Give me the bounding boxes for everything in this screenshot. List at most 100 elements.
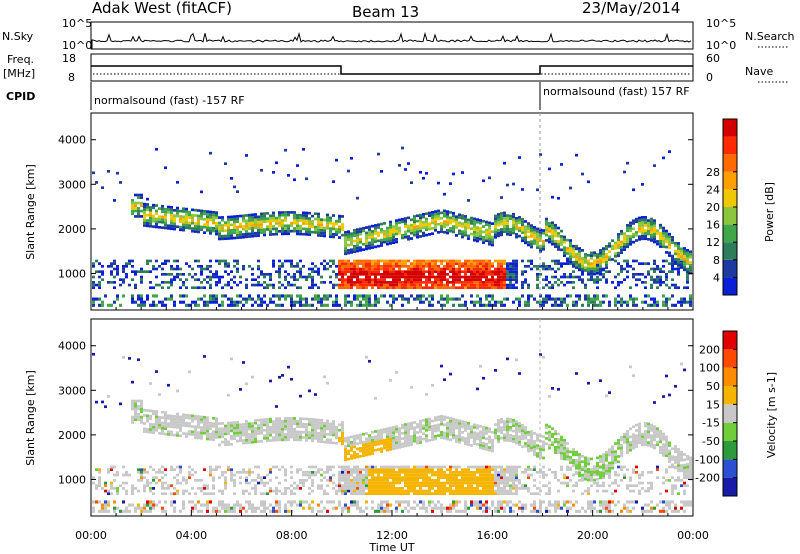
data-cell bbox=[599, 259, 602, 263]
data-cell bbox=[314, 393, 317, 396]
data-cell bbox=[404, 262, 407, 265]
data-cell bbox=[233, 259, 236, 263]
data-cell bbox=[101, 506, 104, 510]
data-cell bbox=[227, 215, 230, 219]
data-cell bbox=[356, 278, 359, 282]
data-cell bbox=[404, 470, 407, 474]
data-cell bbox=[278, 430, 281, 434]
data-cell bbox=[251, 234, 254, 238]
data-cell bbox=[326, 216, 329, 219]
data-cell bbox=[407, 487, 410, 490]
data-cell bbox=[218, 435, 221, 439]
data-cell bbox=[371, 430, 374, 434]
data-cell bbox=[398, 221, 401, 224]
data-cell bbox=[311, 506, 314, 510]
data-cell bbox=[140, 270, 143, 274]
data-cell bbox=[242, 227, 245, 231]
data-cell bbox=[398, 218, 401, 222]
data-cell bbox=[449, 506, 452, 510]
data-cell bbox=[248, 473, 251, 477]
data-cell bbox=[209, 294, 212, 298]
data-cell bbox=[302, 232, 305, 236]
data-cell bbox=[539, 153, 542, 156]
data-cell bbox=[323, 489, 326, 493]
data-cell bbox=[479, 275, 482, 279]
data-cell bbox=[398, 476, 401, 480]
data-cell bbox=[620, 240, 623, 244]
data-cell bbox=[467, 226, 470, 230]
data-cell bbox=[656, 300, 659, 304]
data-cell bbox=[281, 224, 284, 228]
data-cell bbox=[527, 222, 530, 225]
data-cell bbox=[473, 222, 476, 226]
data-cell bbox=[203, 286, 206, 290]
data-cell bbox=[443, 423, 446, 427]
data-cell bbox=[569, 273, 572, 276]
data-cell bbox=[149, 216, 152, 220]
data-cell bbox=[653, 227, 656, 230]
data-cell bbox=[167, 210, 170, 214]
data-cell bbox=[479, 262, 482, 265]
data-cell bbox=[263, 434, 266, 437]
data-cell bbox=[248, 492, 251, 496]
data-cell bbox=[308, 227, 311, 231]
data-cell bbox=[272, 294, 275, 298]
data-cell bbox=[347, 468, 350, 471]
data-cell bbox=[152, 294, 155, 298]
data-cell bbox=[671, 303, 674, 307]
data-cell bbox=[554, 259, 557, 263]
data-cell bbox=[251, 278, 254, 282]
data-cell bbox=[674, 262, 677, 265]
data-cell bbox=[386, 262, 389, 265]
data-cell bbox=[485, 281, 488, 284]
data-cell bbox=[311, 420, 314, 424]
data-cell bbox=[647, 273, 650, 276]
data-cell bbox=[578, 294, 581, 298]
data-cell bbox=[275, 219, 278, 223]
data-cell bbox=[476, 286, 479, 290]
data-cell bbox=[395, 371, 398, 374]
data-cell bbox=[608, 250, 611, 254]
data-cell bbox=[485, 262, 488, 265]
data-cell bbox=[452, 297, 455, 301]
data-cell bbox=[257, 424, 260, 427]
data-cell bbox=[365, 450, 368, 454]
data-cell bbox=[623, 240, 626, 243]
data-cell bbox=[320, 484, 323, 488]
data-cell bbox=[203, 355, 206, 358]
data-cell bbox=[209, 500, 212, 504]
data-cell bbox=[533, 231, 536, 235]
data-cell bbox=[446, 468, 449, 471]
data-cell bbox=[422, 424, 425, 428]
data-cell bbox=[488, 240, 491, 243]
data-cell bbox=[320, 262, 323, 265]
data-cell bbox=[251, 424, 254, 428]
data-cell bbox=[596, 255, 599, 259]
data-cell bbox=[236, 421, 239, 424]
data-cell bbox=[185, 210, 188, 214]
data-cell bbox=[431, 487, 434, 490]
data-cell bbox=[170, 414, 173, 418]
data-cell bbox=[182, 273, 185, 276]
cpid-label: CPID bbox=[6, 90, 35, 103]
data-cell bbox=[356, 228, 359, 231]
data-cell bbox=[515, 235, 518, 239]
data-cell bbox=[284, 224, 287, 228]
data-cell bbox=[293, 219, 296, 222]
data-cell bbox=[461, 487, 464, 490]
data-cell bbox=[263, 300, 266, 304]
data-cell bbox=[626, 262, 629, 265]
data-cell bbox=[374, 229, 377, 233]
data-cell bbox=[290, 503, 293, 507]
data-cell bbox=[431, 273, 434, 276]
data-cell bbox=[356, 286, 359, 290]
data-cell bbox=[509, 228, 512, 231]
data-cell bbox=[470, 294, 473, 298]
data-cell bbox=[155, 470, 158, 474]
data-cell bbox=[635, 273, 638, 276]
data-cell bbox=[362, 278, 365, 282]
data-cell bbox=[617, 238, 620, 242]
data-cell bbox=[365, 448, 368, 451]
data-cell bbox=[152, 431, 155, 434]
data-cell bbox=[278, 438, 281, 442]
